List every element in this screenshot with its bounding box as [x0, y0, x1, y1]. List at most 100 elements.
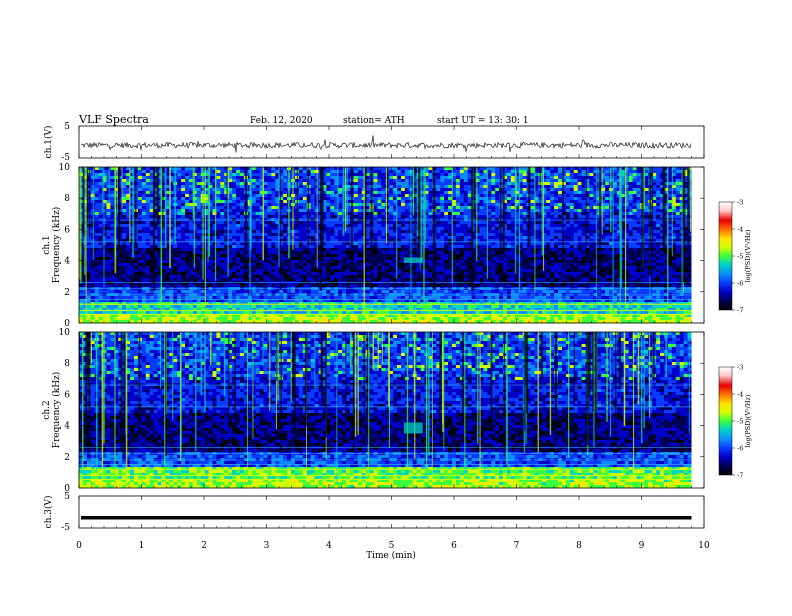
spectrogram-cell	[353, 254, 359, 258]
spectrogram-cell	[664, 191, 669, 195]
spectrogram-cell	[377, 254, 382, 258]
spectrogram-cell	[514, 209, 520, 213]
spectrogram-cell	[479, 203, 484, 207]
spectrogram-cell	[165, 203, 170, 207]
spectrogram-cell	[404, 194, 410, 198]
spectrogram-cell	[550, 185, 555, 189]
spectrogram-cell	[632, 167, 637, 171]
spectrogram-cell	[585, 188, 590, 192]
spectrogram-cell	[510, 176, 516, 180]
spectrogram-cell	[298, 215, 304, 219]
spectrogram-cell	[522, 254, 527, 258]
spectrogram-cell	[165, 167, 170, 171]
spectrogram-cell	[444, 212, 449, 216]
spectrogram-cell	[236, 170, 241, 174]
spectrogram-cell	[455, 233, 461, 237]
spectrogram-cell	[251, 206, 256, 210]
spectrogram-cell	[185, 251, 190, 255]
spectrogram-cell	[558, 218, 563, 222]
spectrogram-cell	[259, 236, 264, 240]
spectrogram-cell	[192, 239, 198, 243]
spectrogram-cell	[310, 239, 315, 243]
spectrogram-cell	[192, 200, 198, 204]
spectrogram-cell	[601, 260, 606, 264]
spectrogram-cell	[365, 206, 370, 210]
spectrogram-cell	[589, 218, 594, 222]
spectrogram-cell	[652, 197, 657, 201]
spectrogram-cell	[393, 224, 398, 228]
spectrogram-cell	[612, 179, 618, 183]
spectrogram-cell	[683, 254, 688, 258]
spectrogram-cell	[644, 209, 649, 213]
spectrogram-cell	[279, 170, 284, 174]
spectrogram-cell	[428, 251, 433, 255]
spectrogram-cell	[145, 239, 150, 243]
spectrogram-cell	[573, 179, 578, 183]
spectrogram-cell	[514, 251, 520, 255]
spectrogram-cell	[404, 179, 410, 183]
spectrogram-cell	[452, 221, 457, 225]
spectrogram-cell	[310, 212, 315, 216]
spectrogram-cell	[585, 215, 590, 219]
spectrogram-cell	[216, 248, 221, 252]
spectrogram-cell	[467, 233, 472, 237]
spectrogram-cell	[400, 239, 406, 243]
spectrogram-cell	[239, 251, 245, 255]
spectrogram-cell	[522, 170, 527, 174]
spectrogram-cell	[185, 197, 190, 201]
spectrogram-cell	[667, 233, 673, 237]
spectrogram-cell	[185, 182, 190, 186]
spectrogram-cell	[353, 167, 359, 171]
spectrogram-cell	[232, 257, 237, 261]
spectrogram-cell	[98, 227, 103, 231]
spectrogram-cell	[204, 203, 209, 207]
spectrogram-cell	[487, 227, 492, 231]
spectrogram-cell	[298, 200, 304, 204]
spectrogram-cell	[208, 233, 213, 237]
spectrogram-cell	[522, 221, 527, 225]
spectrogram-cell	[145, 233, 150, 237]
spectrogram-cell	[455, 167, 461, 171]
spectrogram-cell	[157, 230, 162, 234]
spectrogram-cell	[110, 254, 115, 258]
spectrogram-cell	[483, 221, 488, 225]
spectrogram-cell	[675, 227, 681, 231]
spectrogram-cell	[357, 224, 362, 228]
spectrogram-cell	[546, 185, 551, 189]
spectrogram-cell	[667, 185, 673, 189]
spectrogram-cell	[573, 257, 578, 261]
spectrogram-cell	[373, 251, 378, 255]
spectrogram-cell	[440, 218, 445, 222]
spectrogram-cell	[216, 173, 221, 177]
spectrogram-cell	[259, 188, 264, 192]
spectrogram-cell	[279, 218, 284, 222]
spectrogram-cell	[487, 260, 492, 264]
spectrogram-cell	[471, 248, 476, 252]
spectrogram-cell	[459, 209, 465, 213]
spectrogram-cell	[546, 170, 551, 174]
spectrogram-cell	[185, 200, 190, 204]
spectrogram-cell	[397, 254, 402, 258]
spectrogram-cell	[169, 242, 174, 246]
spectrogram-cell	[126, 203, 131, 207]
spectrogram-cell	[636, 221, 641, 225]
spectrogram-cell	[452, 227, 457, 231]
spectrogram-cell	[251, 218, 256, 222]
spectrogram-cell	[326, 179, 331, 183]
spectrogram-cell	[255, 257, 260, 261]
spectrogram-cell	[145, 191, 150, 195]
spectrogram-cell	[561, 257, 567, 261]
spectrogram-cell	[605, 173, 610, 177]
spectrogram-cell	[530, 194, 535, 198]
spectrogram-cell	[652, 188, 657, 192]
spectrogram-cell	[196, 203, 202, 207]
spectrogram-cell	[86, 251, 92, 255]
spectrogram-cell	[267, 239, 272, 243]
spectrogram-cell	[400, 236, 406, 240]
spectrogram-cell	[605, 239, 610, 243]
spectrogram-cell	[506, 224, 512, 228]
spectrogram-cell	[628, 179, 633, 183]
spectrogram-cell	[491, 227, 496, 231]
spectrogram-cell	[314, 167, 319, 171]
